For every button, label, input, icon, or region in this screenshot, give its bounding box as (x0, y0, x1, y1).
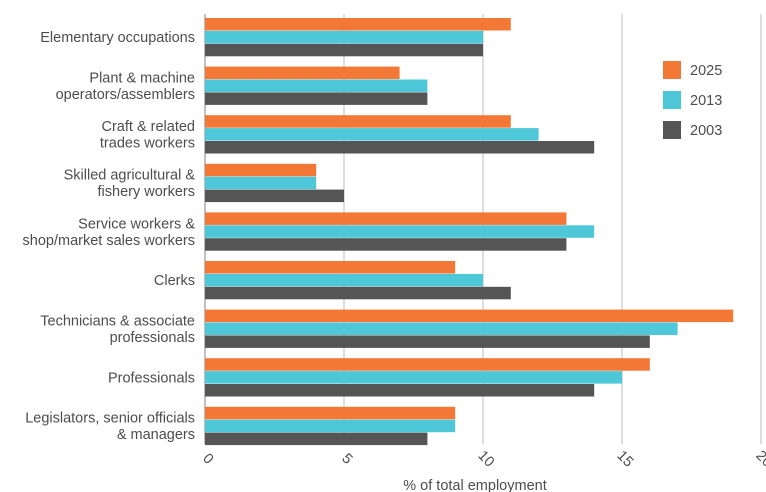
bar-2003-0 (205, 43, 483, 57)
x-tick-label: 0 (199, 451, 216, 468)
bar-2025-8 (205, 406, 456, 420)
category-label: Clerks (154, 273, 195, 289)
bar-2025-7 (205, 358, 650, 371)
x-tick-label: 5 (338, 451, 355, 468)
category-label: Plant & machine (89, 71, 195, 87)
category-label: & managers (117, 427, 195, 443)
bar-2003-4 (205, 238, 567, 251)
bar-2003-2 (205, 141, 595, 154)
bar-2003-7 (205, 384, 595, 397)
category-label: Craft & related (102, 119, 196, 135)
legend-label-2013: 2013 (690, 93, 722, 109)
bar-2025-6 (205, 309, 734, 323)
category-label: shop/market sales workers (23, 233, 195, 249)
legend-label-2025: 2025 (690, 63, 722, 79)
bar-2013-3 (205, 176, 317, 190)
bar-2025-1 (205, 66, 400, 80)
x-axis-title: % of total employment (403, 478, 546, 492)
x-tick-label: 15 (613, 448, 636, 471)
bar-2003-3 (205, 189, 344, 203)
legend-swatch-2025 (663, 61, 681, 79)
x-tick-label: 10 (474, 448, 497, 471)
bar-2013-0 (205, 30, 483, 44)
bar-2025-5 (205, 261, 456, 274)
bar-2025-3 (205, 163, 317, 177)
bar-2025-2 (205, 115, 511, 128)
legend-swatch-2013 (663, 91, 681, 109)
category-label: professionals (110, 330, 195, 346)
category-label: Service workers & (78, 216, 195, 232)
legend-swatch-2003 (663, 121, 681, 139)
category-label: Elementary occupations (40, 30, 195, 46)
bar-2013-4 (205, 225, 595, 238)
bar-2013-5 (205, 273, 483, 287)
bar-2003-6 (205, 335, 650, 348)
category-label: Legislators, senior officials (25, 411, 195, 427)
category-label: Professionals (108, 370, 195, 386)
category-label: Technicians & associate (40, 314, 195, 330)
bar-2025-4 (205, 212, 567, 225)
legend-label-2003: 2003 (690, 123, 722, 139)
bar-2003-1 (205, 92, 428, 105)
bar-2013-8 (205, 419, 456, 433)
bar-2013-7 (205, 371, 622, 384)
bar-2003-5 (205, 286, 511, 300)
bar-2013-1 (205, 79, 428, 92)
category-label: Skilled agricultural & (64, 168, 196, 184)
category-label: trades workers (100, 136, 195, 152)
bar-2003-8 (205, 432, 428, 446)
bar-2013-6 (205, 322, 678, 335)
category-label: fishery workers (98, 184, 196, 200)
bar-2013-2 (205, 128, 539, 141)
category-label: operators/assemblers (56, 87, 195, 103)
x-tick-label: 20 (752, 448, 766, 471)
bar-2025-0 (205, 18, 511, 31)
